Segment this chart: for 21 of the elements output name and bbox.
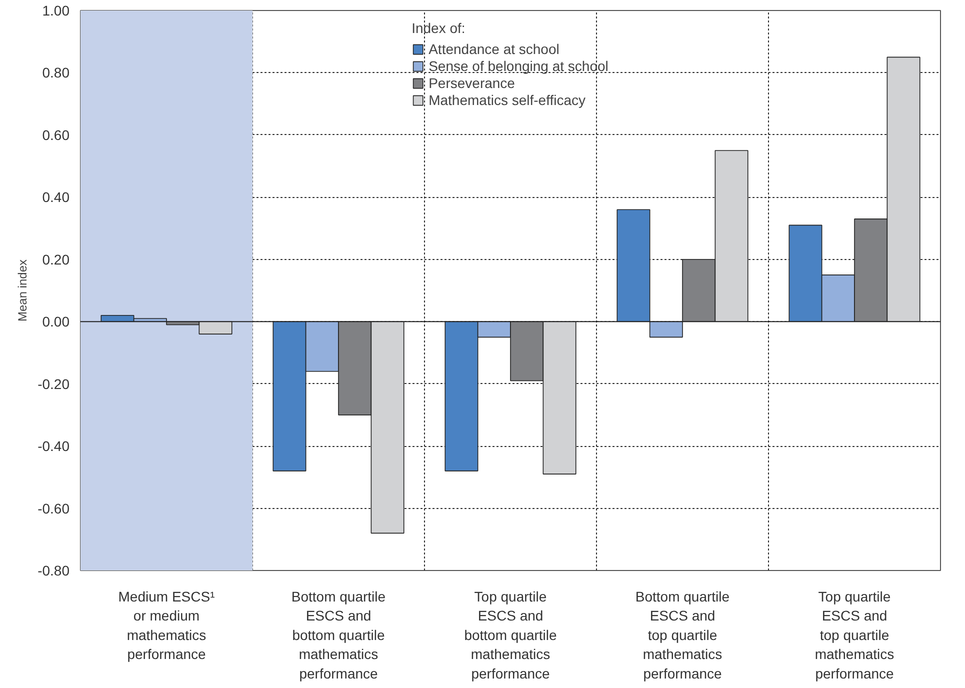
y-tick-label: 0.20 bbox=[42, 251, 70, 268]
y-tick-label: 1.00 bbox=[42, 2, 70, 18]
y-axis-title: Mean index bbox=[16, 259, 30, 322]
y-tick-label: 0.80 bbox=[42, 64, 70, 81]
y-tick-label: 0.60 bbox=[42, 126, 70, 143]
y-tick-label: -0.40 bbox=[38, 438, 70, 454]
x-tick-label: Bottom quartile ESCS and top quartile mathematics performance bbox=[635, 588, 730, 682]
y-tick-label: 0.40 bbox=[42, 189, 70, 206]
legend-label: Attendance at school bbox=[428, 41, 560, 57]
x-tick-label: Top quartile ESCS and bottom quartile mathematics performance bbox=[464, 588, 558, 682]
y-tick-label: -0.20 bbox=[38, 376, 70, 392]
x-tick-label: Bottom quartile ESCS and bottom quartile mathematics performance bbox=[291, 588, 386, 682]
x-tick-label: Medium ESCS¹ or medium mathematics performance bbox=[118, 588, 216, 662]
y-tick-label: -0.80 bbox=[38, 562, 70, 578]
legend-title: Index of: bbox=[412, 20, 466, 36]
y-tick-label: 0.00 bbox=[42, 314, 70, 330]
legend-label: Mathematics self-efficacy bbox=[428, 92, 586, 108]
legend-label: Sense of belonging at school bbox=[428, 58, 608, 74]
legend-label: Perseverance bbox=[428, 75, 515, 91]
x-tick-label: Top quartile ESCS and top quartile mathematics performance bbox=[814, 588, 894, 682]
y-tick-label: -0.60 bbox=[38, 500, 70, 516]
